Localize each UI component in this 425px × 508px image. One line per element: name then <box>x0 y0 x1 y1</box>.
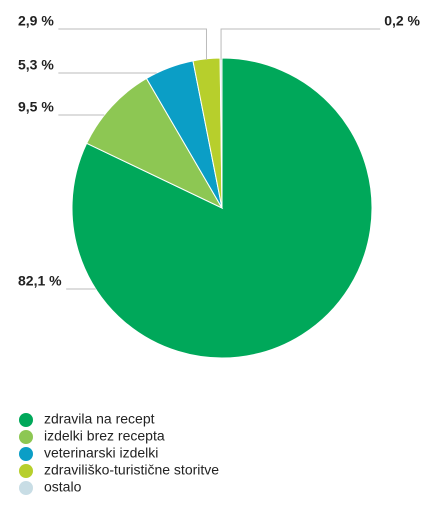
legend-swatch <box>19 481 33 495</box>
legend-swatch <box>19 413 33 427</box>
value-label: 82,1 % <box>18 273 62 289</box>
value-label: 2,9 % <box>18 13 54 29</box>
legend-label: zdraviliško-turistične storitve <box>44 462 219 478</box>
legend-swatch <box>19 430 33 444</box>
leader-line <box>58 28 207 60</box>
value-label: 0,2 % <box>384 13 420 29</box>
legend-swatch <box>19 464 33 478</box>
pie-slice <box>86 77 224 210</box>
legend-label: veterinarski izdelki <box>44 445 158 461</box>
leader-line <box>220 28 381 60</box>
value-label: 9,5 % <box>18 99 54 115</box>
legend-label: izdelki brez recepta <box>44 428 165 444</box>
legend-label: ostalo <box>44 479 82 495</box>
legend-swatch <box>19 447 33 461</box>
value-label: 5,3 % <box>18 57 54 73</box>
legend-label: zdravila na recept <box>44 411 155 427</box>
